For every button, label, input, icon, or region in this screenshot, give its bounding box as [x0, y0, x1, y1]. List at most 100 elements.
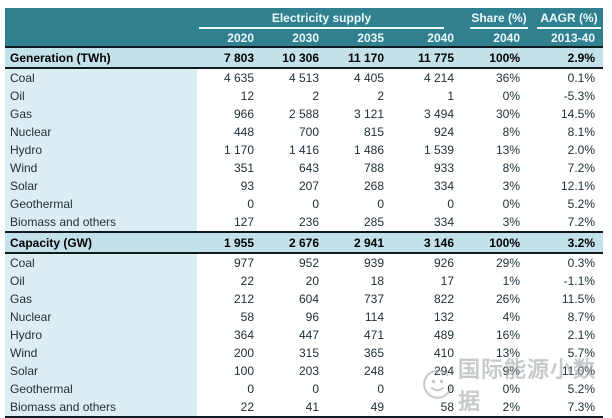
data-cell: 58 — [197, 308, 262, 326]
data-cell: 4 635 — [197, 68, 262, 87]
data-cell: 966 — [197, 105, 262, 123]
table-row: Gas 212 604 737 822 26% 11.5% — [5, 290, 603, 308]
section-row: Generation (TWh) 7 803 10 306 11 170 11 775 1… — [5, 46, 603, 69]
data-cell: 1 486 — [327, 141, 392, 159]
data-cell: 16% — [462, 326, 528, 344]
data-cell: 815 — [327, 123, 392, 141]
data-cell: 7.2% — [528, 213, 603, 232]
table-body: Generation (TWh) 7 803 10 306 11 170 11 775 1… — [5, 46, 603, 418]
data-cell: 0 — [197, 380, 262, 398]
data-cell: 285 — [327, 213, 392, 232]
data-cell: 315 — [262, 344, 327, 362]
data-cell: 2 — [262, 87, 327, 105]
data-cell: 17 — [392, 272, 462, 290]
data-cell: 471 — [327, 326, 392, 344]
data-cell: 212 — [197, 290, 262, 308]
data-cell: 13% — [462, 141, 528, 159]
row-label: Geothermal — [5, 380, 197, 398]
section-total-cell: 100% — [462, 231, 528, 254]
data-cell: 643 — [262, 159, 327, 177]
data-cell: 1 170 — [197, 141, 262, 159]
data-cell: 2 588 — [262, 105, 327, 123]
data-cell: 0 — [262, 195, 327, 213]
row-label: Coal — [5, 253, 197, 272]
table-row: Biomass and others 22 41 49 58 2% 7.3% — [5, 398, 603, 418]
table-row: Geothermal 0 0 0 0 0% 5.2% — [5, 380, 603, 398]
row-label: Wind — [5, 159, 197, 177]
data-cell: 3 121 — [327, 105, 392, 123]
data-cell: 41 — [262, 398, 327, 418]
section-row: Capacity (GW) 1 955 2 676 2 941 3 146 100% 3.2… — [5, 231, 603, 254]
section-total-cell: 11 775 — [392, 46, 462, 69]
section-total-cell: 7 803 — [197, 46, 262, 69]
data-cell: 11.0% — [528, 362, 603, 380]
data-cell: 351 — [197, 159, 262, 177]
data-cell: 977 — [197, 253, 262, 272]
row-label: Nuclear — [5, 308, 197, 326]
data-cell: 7.3% — [528, 398, 603, 418]
data-cell: 96 — [262, 308, 327, 326]
table-row: Nuclear 58 96 114 132 4% 8.7% — [5, 308, 603, 326]
table-row: Solar 93 207 268 334 3% 12.1% — [5, 177, 603, 195]
data-cell: 12.1% — [528, 177, 603, 195]
data-cell: 0 — [327, 195, 392, 213]
table-header: Electricity supply Share (%) AAGR (%) 20… — [5, 8, 603, 47]
table-row: Hydro 1 170 1 416 1 486 1 539 13% 2.0% — [5, 141, 603, 159]
section-total-cell: 2.9% — [528, 46, 603, 69]
data-cell: 700 — [262, 123, 327, 141]
data-cell: 0.3% — [528, 253, 603, 272]
row-label: Oil — [5, 87, 197, 105]
col-header-2035: 2035 — [327, 29, 392, 47]
section-title: Generation (TWh) — [5, 46, 197, 69]
section-total-cell: 11 170 — [327, 46, 392, 69]
section-total-cell: 2 941 — [327, 231, 392, 254]
section-total-cell: 100% — [462, 46, 528, 69]
row-label: Geothermal — [5, 195, 197, 213]
data-cell: 132 — [392, 308, 462, 326]
data-cell: 0 — [327, 380, 392, 398]
data-cell: 200 — [197, 344, 262, 362]
data-cell: 924 — [392, 123, 462, 141]
data-cell: 5.2% — [528, 380, 603, 398]
data-cell: 93 — [197, 177, 262, 195]
row-label: Nuclear — [5, 123, 197, 141]
data-cell: 604 — [262, 290, 327, 308]
section-total-cell: 10 306 — [262, 46, 327, 69]
group-header-electricity-supply: Electricity supply — [197, 8, 462, 29]
data-cell: 114 — [327, 308, 392, 326]
data-cell: 822 — [392, 290, 462, 308]
data-cell: 1% — [462, 272, 528, 290]
table-row: Biomass and others 127 236 285 334 3% 7.2% — [5, 213, 603, 232]
row-label: Hydro — [5, 326, 197, 344]
data-cell: 0% — [462, 195, 528, 213]
group-header-share: Share (%) — [462, 8, 528, 29]
data-cell: 4 214 — [392, 68, 462, 87]
table-row: Coal 4 635 4 513 4 405 4 214 36% 0.1% — [5, 68, 603, 87]
data-cell: 2.1% — [528, 326, 603, 344]
data-cell: 365 — [327, 344, 392, 362]
table-row: Wind 351 643 788 933 8% 7.2% — [5, 159, 603, 177]
data-cell: 939 — [327, 253, 392, 272]
data-cell: 8% — [462, 123, 528, 141]
data-cell: 3% — [462, 213, 528, 232]
data-cell: 4 405 — [327, 68, 392, 87]
corner-cell — [5, 29, 197, 47]
data-cell: 5.2% — [528, 195, 603, 213]
data-cell: 58 — [392, 398, 462, 418]
data-cell: 364 — [197, 326, 262, 344]
data-cell: 268 — [327, 177, 392, 195]
section-total-cell: 3.2% — [528, 231, 603, 254]
data-cell: 3% — [462, 177, 528, 195]
data-cell: 0 — [392, 380, 462, 398]
row-label: Gas — [5, 105, 197, 123]
group-header-label: Share (%) — [470, 11, 528, 29]
data-cell: 5.7% — [528, 344, 603, 362]
data-cell: 0 — [197, 195, 262, 213]
data-cell: 14.5% — [528, 105, 603, 123]
data-cell: 7.2% — [528, 159, 603, 177]
table-row: Oil 22 20 18 17 1% -1.1% — [5, 272, 603, 290]
data-cell: 0 — [392, 195, 462, 213]
data-cell: 926 — [392, 253, 462, 272]
year-header-row: 2020 2030 2035 2040 2040 2013-40 — [5, 29, 603, 47]
data-cell: 100 — [197, 362, 262, 380]
